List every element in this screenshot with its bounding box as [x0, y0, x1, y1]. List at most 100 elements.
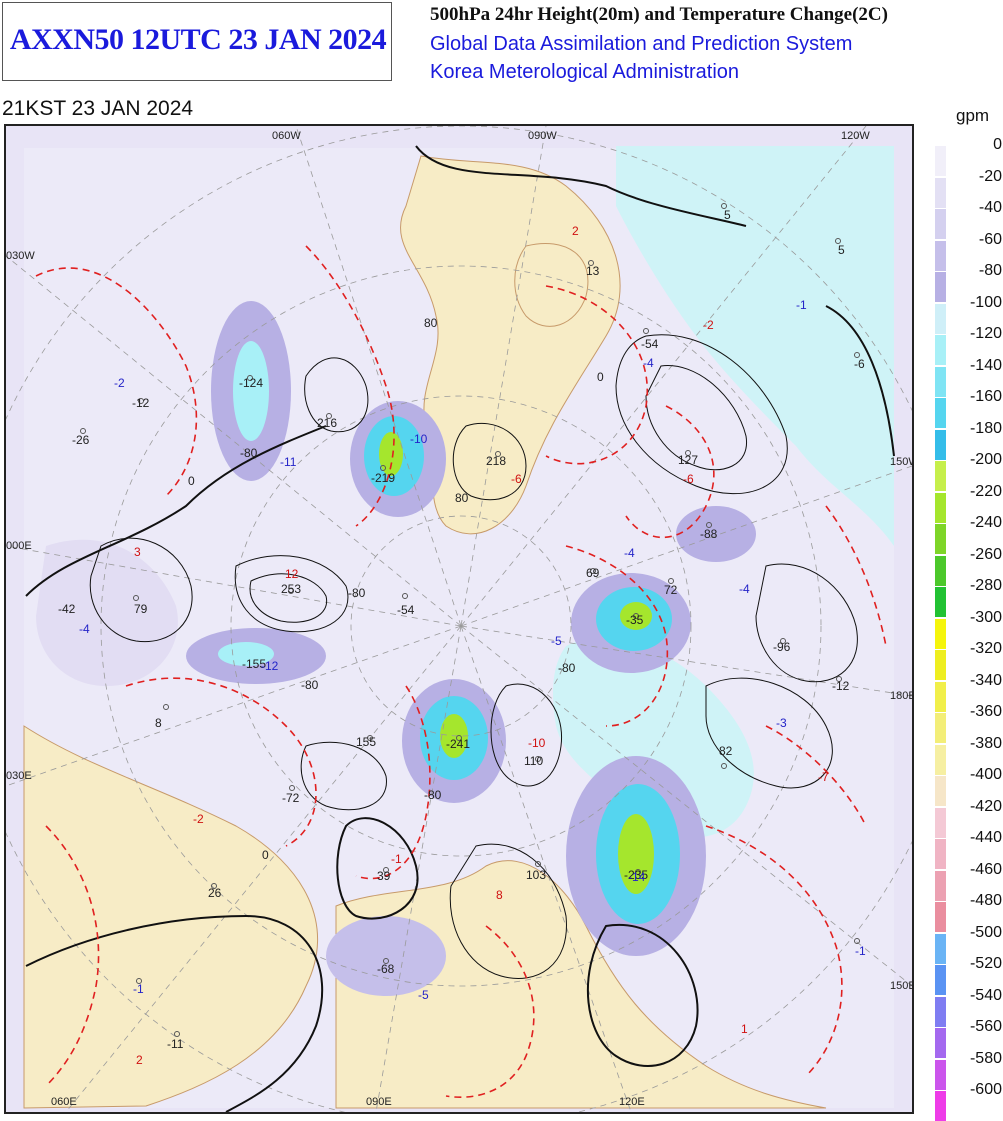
lon-label-left-030e: 030E: [6, 770, 32, 782]
polar-stereographic-map: 060W 090W 120W 060E 090E 120E 030W 000E …: [4, 124, 914, 1114]
product-code: AXXN50 12UTC 23 JAN 2024: [9, 23, 387, 56]
legend-swatch: [935, 650, 946, 680]
height-change-label: 69: [586, 566, 600, 580]
height-change-label: -96: [773, 640, 791, 654]
lon-label-bottom-090e: 090E: [366, 1096, 392, 1108]
height-change-label: -1: [796, 298, 807, 312]
temperature-change-label: 12: [285, 567, 299, 581]
contour-label: 0: [597, 370, 604, 384]
lon-label-right-180e: 180E: [890, 690, 914, 702]
legend-swatch: [935, 492, 946, 523]
lon-label-bottom-120e: 120E: [619, 1096, 645, 1108]
legend-tick-label: -20: [978, 167, 1002, 185]
contour-label: -80: [424, 788, 442, 802]
valid-time: 21KST 23 JAN 2024: [2, 97, 194, 120]
temperature-change-label: 1: [741, 1022, 748, 1036]
height-change-label: -35: [626, 613, 644, 627]
temperature-change-label: -4: [739, 582, 750, 596]
legend-unit: gpm: [956, 106, 990, 125]
height-change-label: -54: [641, 337, 659, 351]
legend-tick-label: -520: [969, 955, 1002, 972]
graticule: [6, 126, 912, 1112]
legend-tick-label: -380: [969, 734, 1002, 752]
legend-swatch: [935, 996, 946, 1027]
legend-tick-label: -460: [969, 860, 1002, 878]
legend-swatch: [935, 744, 946, 775]
legend-swatch: [935, 461, 946, 491]
contour-label: -80: [301, 678, 319, 692]
contour-label: -80: [558, 661, 576, 675]
contour-label: 0: [188, 474, 195, 488]
temperature-change-label: -6: [511, 472, 522, 486]
legend-swatch: [935, 177, 946, 208]
legend-swatch: [935, 272, 946, 302]
legend-swatch: [935, 524, 946, 554]
legend-swatch: [935, 303, 946, 334]
shade-region-1: [616, 146, 894, 546]
height-change-label: -6: [854, 357, 865, 371]
height-change-label: 79: [134, 602, 148, 616]
height-change-label: 216: [317, 416, 338, 430]
height-change-label: 72: [664, 583, 678, 597]
low-center-2: [571, 573, 691, 673]
height-change-label: 5: [838, 243, 845, 257]
temperature-change-label: -5: [551, 634, 562, 648]
legend-swatch: [935, 839, 946, 869]
legend-tick-label: -540: [969, 986, 1002, 1004]
legend-swatch: [935, 209, 946, 239]
contour-label: -80: [240, 446, 258, 460]
lon-label-bottom-060e: 060E: [51, 1096, 77, 1108]
legend-tick-label: -160: [969, 388, 1002, 405]
height-change-label: -235: [624, 868, 649, 882]
temperature-change-label: -10: [410, 432, 428, 446]
lon-label-left-030w: 030W: [6, 250, 35, 262]
shade-region-3: [36, 539, 178, 686]
legend-swatch: [935, 1091, 946, 1121]
legend-tick-label: -340: [969, 671, 1002, 689]
legend-swatch: [935, 1059, 946, 1090]
temperature-change-label: -5: [418, 988, 429, 1002]
temperature-change-label: 3: [134, 545, 141, 559]
temperature-change-label: 2: [572, 224, 579, 238]
low-center-5: [211, 301, 291, 481]
temperature-change-label: -4: [79, 622, 90, 636]
height-change-label: 218: [486, 454, 507, 468]
legend-tick-label: -220: [969, 482, 1002, 500]
legend-tick-label: -120: [969, 325, 1002, 342]
height-change-label: -54: [397, 603, 415, 617]
temperature-change-label: -2: [703, 318, 714, 332]
height-change-label: -68: [377, 962, 395, 976]
temperature-change-label: -6: [683, 472, 694, 486]
temperature-change-label: -3: [776, 716, 787, 730]
legend-swatch: [935, 870, 946, 901]
legend-tick-label: -420: [969, 797, 1002, 815]
legend-swatch: [935, 335, 946, 365]
legend-swatch: [935, 240, 946, 271]
legend-tick-label: -140: [969, 356, 1002, 374]
legend-tick-label: -300: [969, 608, 1002, 626]
product-code-box: AXXN50 12UTC 23 JAN 2024: [2, 2, 392, 81]
legend-swatch: [935, 965, 946, 995]
height-change-label: -1: [133, 982, 144, 996]
legend-tick-label: -100: [969, 293, 1002, 311]
legend-tick-label: -320: [969, 640, 1002, 657]
legend-tick-label: -80: [978, 262, 1002, 279]
lon-label-right-150e: 150E: [890, 980, 914, 992]
height-change-label: 127: [678, 453, 699, 467]
legend-tick-label: -400: [969, 766, 1002, 783]
height-change-label: 155: [356, 735, 377, 749]
temperature-change-label: -4: [643, 356, 654, 370]
height-change-label: 8: [155, 716, 162, 730]
height-change-label: -11: [167, 1037, 184, 1051]
shade-region-2: [553, 638, 754, 838]
height-change-label: -72: [282, 791, 300, 805]
map-canvas: [6, 126, 912, 1112]
legend-tick-label: -180: [969, 419, 1002, 437]
low-center-6: [186, 628, 326, 684]
legend-tick-label: -260: [969, 545, 1002, 563]
temperature-change-label: -7: [818, 770, 829, 784]
temperature-change-label: -1: [391, 852, 402, 866]
product-title: 500hPa 24hr Height(20m) and Temperature …: [430, 4, 888, 25]
legend-swatch: [935, 807, 946, 838]
height-change-label: -12: [132, 396, 150, 410]
